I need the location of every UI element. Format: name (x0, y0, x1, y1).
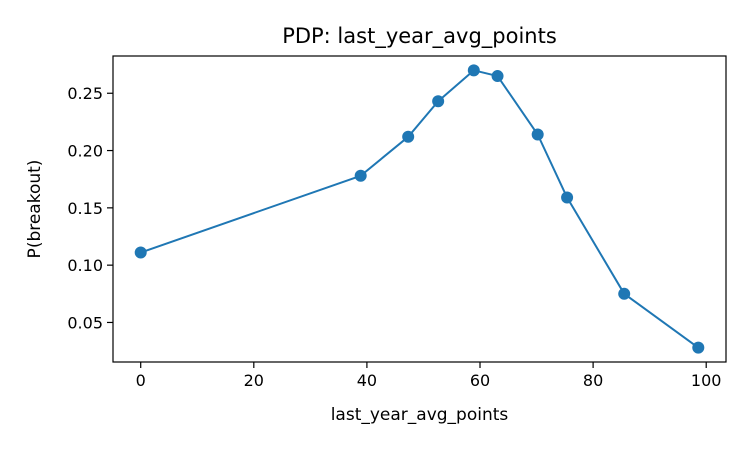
chart-title: PDP: last_year_avg_points (282, 24, 557, 49)
x-tick-label: 20 (244, 371, 264, 390)
data-point (432, 95, 445, 108)
y-tick-label: 0.15 (67, 199, 103, 218)
x-axis: 0 20 40 60 80 100 (136, 362, 722, 390)
plot-area (134, 64, 705, 354)
x-tick-label: 80 (583, 371, 603, 390)
data-point (531, 128, 544, 141)
x-tick-label: 60 (470, 371, 490, 390)
y-tick-label: 0.25 (67, 84, 103, 103)
series-line (140, 69, 699, 349)
axes-frame (112, 55, 727, 363)
data-point (467, 64, 480, 77)
y-tick-label: 0.20 (67, 142, 103, 161)
y-axis-label: P(breakout) (25, 160, 45, 259)
data-point (491, 70, 504, 83)
data-point (692, 341, 705, 354)
data-point (561, 191, 574, 204)
y-tick-label: 0.05 (67, 313, 103, 332)
x-tick-label: 0 (136, 371, 146, 390)
data-point (618, 287, 631, 300)
y-tick-label: 0.10 (67, 256, 103, 275)
x-tick-label: 40 (357, 371, 377, 390)
x-axis-label: last_year_avg_points (331, 405, 509, 425)
data-point (402, 130, 415, 143)
data-point (354, 169, 367, 182)
x-tick-label: 100 (691, 371, 722, 390)
data-point (134, 246, 147, 259)
y-axis: 0.05 0.10 0.15 0.20 0.25 (67, 84, 113, 332)
